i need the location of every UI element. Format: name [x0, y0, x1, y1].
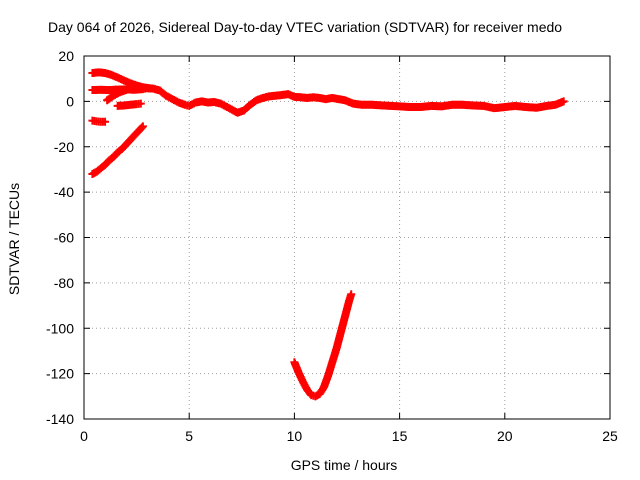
data-point [122, 86, 131, 95]
x-tick-label: 5 [185, 428, 193, 444]
data-series [88, 116, 110, 126]
data-point-fill [137, 123, 146, 132]
x-tick-label: 0 [80, 428, 88, 444]
data-series [103, 86, 131, 105]
y-tick-label: 0 [66, 93, 74, 109]
x-axis-label: GPS time / hours [291, 457, 398, 473]
label-layer: Day 064 of 2026, Sidereal Day-to-day VTE… [6, 19, 562, 473]
y-tick-label: -140 [46, 411, 74, 427]
y-tick-label: -40 [54, 184, 74, 200]
data-series [88, 122, 147, 178]
grid-layer [84, 56, 610, 419]
data-series [290, 290, 356, 401]
data-point [559, 97, 568, 106]
chart-title: Day 064 of 2026, Sidereal Day-to-day VTE… [48, 19, 562, 35]
y-tick-label: -120 [46, 366, 74, 382]
x-tick-label: 15 [392, 428, 408, 444]
y-tick-label: 20 [58, 48, 74, 64]
y-tick-label: -100 [46, 320, 74, 336]
y-tick-label: -60 [54, 230, 74, 246]
data-layer [88, 68, 568, 401]
y-tick-label: -80 [54, 275, 74, 291]
tick-layer: 0 5 10 15 20 25 -140 -120 -100 -80 -60 -40 -20 0 20 [46, 48, 618, 444]
data-series [88, 84, 568, 117]
data-point [347, 290, 356, 299]
x-tick-label: 20 [497, 428, 513, 444]
data-point [136, 99, 145, 108]
x-tick-label: 25 [602, 428, 618, 444]
y-axis-label: SDTVAR / TECUs [6, 183, 22, 295]
data-series [113, 99, 145, 110]
data-point [101, 117, 110, 126]
x-tick-label: 10 [287, 428, 303, 444]
data-point [138, 122, 147, 131]
y-tick-label: -20 [54, 139, 74, 155]
